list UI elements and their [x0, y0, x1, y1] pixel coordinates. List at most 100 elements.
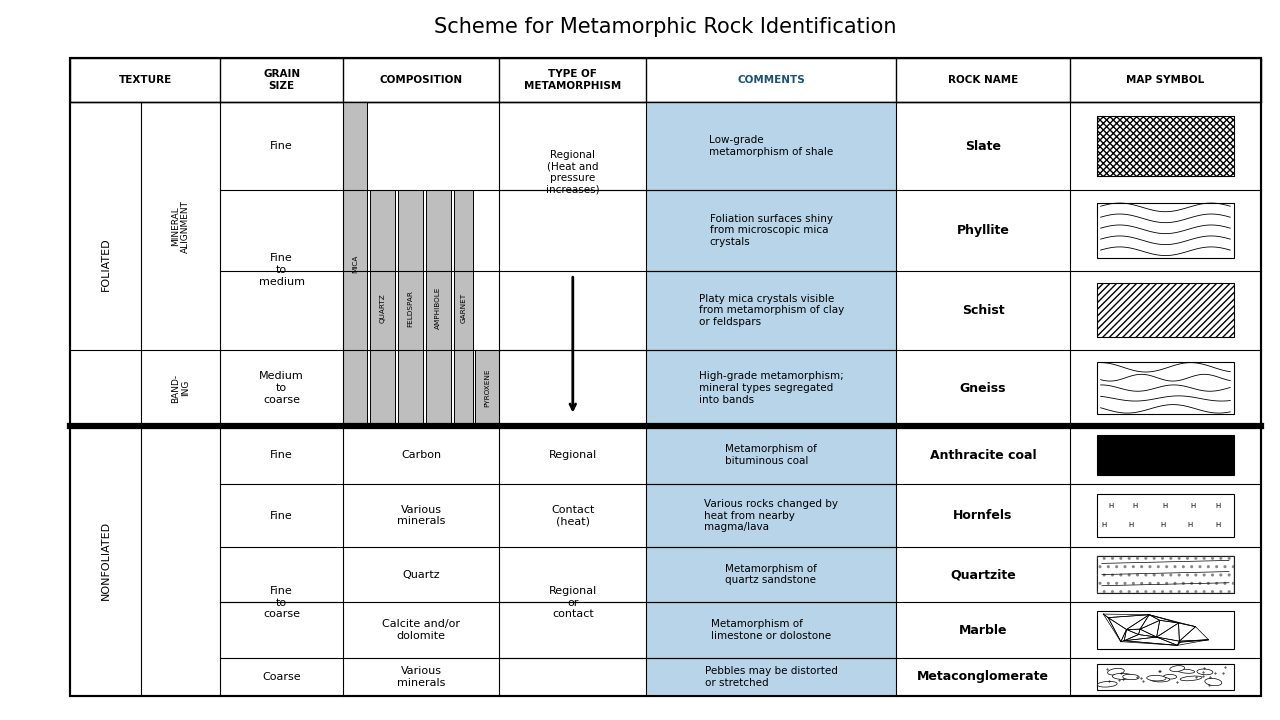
Bar	[1097, 664, 1234, 690]
Text: Pebbles may be distorted
or stretched: Pebbles may be distorted or stretched	[705, 666, 837, 688]
Text: Marble: Marble	[959, 624, 1007, 636]
Bar	[646, 350, 896, 426]
Bar	[1097, 556, 1234, 593]
Text: Low-grade
metamorphism of shale: Low-grade metamorphism of shale	[709, 135, 833, 157]
Text: H: H	[1129, 522, 1134, 528]
Text: FELDSPAR: FELDSPAR	[407, 289, 413, 327]
Text: Metamorphism of
quartz sandstone: Metamorphism of quartz sandstone	[726, 564, 817, 585]
Bar	[646, 658, 896, 696]
Text: Platy mica crystals visible
from metamorphism of clay
or feldspars: Platy mica crystals visible from metamor…	[699, 294, 844, 327]
Bar	[1097, 203, 1234, 258]
Text: ROCK NAME: ROCK NAME	[948, 75, 1018, 85]
Bar	[1097, 117, 1234, 176]
Text: BAND-
ING: BAND- ING	[170, 374, 191, 402]
Text: H: H	[1160, 522, 1165, 528]
Text: Regional
or
contact: Regional or contact	[549, 586, 596, 619]
Text: Regional: Regional	[549, 450, 596, 460]
Text: Gneiss: Gneiss	[960, 382, 1006, 395]
Bar	[646, 426, 896, 484]
Text: Contact
(heat): Contact (heat)	[552, 505, 594, 526]
Text: FOLIATED: FOLIATED	[101, 238, 110, 291]
Text: H: H	[1215, 522, 1220, 528]
Text: Medium
to
coarse: Medium to coarse	[260, 372, 303, 405]
Text: Metamorphism of
bituminous coal: Metamorphism of bituminous coal	[726, 444, 817, 466]
Text: Fine
to
medium: Fine to medium	[259, 253, 305, 287]
Text: H: H	[1188, 522, 1193, 528]
Bar	[646, 602, 896, 658]
Text: Various rocks changed by
heat from nearby
magma/lava: Various rocks changed by heat from nearb…	[704, 499, 838, 532]
Ellipse shape	[1147, 675, 1166, 681]
Text: MINERAL
ALIGNMENT: MINERAL ALIGNMENT	[170, 199, 191, 253]
Text: TYPE OF
METAMORPHISM: TYPE OF METAMORPHISM	[525, 69, 621, 91]
Bar	[1097, 494, 1234, 537]
Text: High-grade metamorphism;
mineral types segregated
into bands: High-grade metamorphism; mineral types s…	[699, 372, 844, 405]
Ellipse shape	[1151, 677, 1170, 682]
Bar	[475, 350, 499, 426]
Ellipse shape	[1097, 681, 1117, 687]
Text: Quartzite: Quartzite	[950, 568, 1016, 581]
Text: Carbon: Carbon	[401, 450, 442, 460]
Text: Schist: Schist	[961, 304, 1005, 317]
Text: Calcite and/or
dolomite: Calcite and/or dolomite	[383, 619, 460, 641]
Bar	[1097, 362, 1234, 414]
Text: H: H	[1190, 503, 1196, 509]
Text: Coarse: Coarse	[262, 672, 301, 682]
Bar	[426, 190, 451, 426]
Bar	[70, 58, 1261, 696]
Text: H: H	[1108, 503, 1114, 509]
Ellipse shape	[1123, 675, 1139, 680]
Text: MICA: MICA	[352, 255, 358, 274]
Text: TEXTURE: TEXTURE	[119, 75, 172, 85]
Bar	[70, 58, 1261, 102]
Text: NONFOLIATED: NONFOLIATED	[101, 521, 110, 600]
Ellipse shape	[1164, 675, 1176, 679]
Text: Quartz: Quartz	[402, 570, 440, 580]
Text: QUARTZ: QUARTZ	[379, 293, 385, 323]
Text: Foliation surfaces shiny
from microscopic mica
crystals: Foliation surfaces shiny from microscopi…	[709, 214, 833, 247]
Text: H: H	[1133, 503, 1138, 509]
Ellipse shape	[1107, 668, 1124, 675]
Text: Phyllite: Phyllite	[956, 224, 1010, 237]
Text: Regional
(Heat and
pressure
increases): Regional (Heat and pressure increases)	[547, 150, 599, 194]
Bar	[370, 190, 394, 426]
Text: PYROXENE: PYROXENE	[484, 369, 490, 408]
Bar	[646, 484, 896, 547]
Bar	[343, 102, 367, 426]
Text: Fine: Fine	[270, 141, 293, 151]
Text: GRAIN
SIZE: GRAIN SIZE	[262, 69, 301, 91]
Bar	[646, 102, 896, 190]
Bar	[1097, 556, 1234, 593]
Text: COMMENTS: COMMENTS	[737, 75, 805, 85]
Ellipse shape	[1178, 669, 1194, 673]
Text: GARNET: GARNET	[461, 293, 466, 323]
Ellipse shape	[1204, 678, 1222, 685]
Ellipse shape	[1180, 676, 1202, 680]
Text: H: H	[1162, 503, 1169, 509]
Text: Fine: Fine	[270, 510, 293, 521]
Ellipse shape	[1197, 669, 1213, 675]
Text: Metamorphism of
limestone or dolostone: Metamorphism of limestone or dolostone	[712, 619, 831, 641]
Bar	[1097, 611, 1234, 649]
Text: Scheme for Metamorphic Rock Identification: Scheme for Metamorphic Rock Identificati…	[434, 17, 897, 37]
Text: Metaconglomerate: Metaconglomerate	[916, 670, 1050, 683]
Bar	[1097, 117, 1234, 176]
Text: Fine: Fine	[270, 450, 293, 460]
Text: H: H	[1215, 503, 1220, 509]
Bar	[646, 190, 896, 271]
Bar	[1097, 436, 1234, 474]
Text: H: H	[1101, 522, 1106, 528]
Text: Slate: Slate	[965, 140, 1001, 153]
Text: AMPHIBOLE: AMPHIBOLE	[435, 287, 442, 329]
Text: COMPOSITION: COMPOSITION	[380, 75, 462, 85]
Text: Various
minerals: Various minerals	[397, 666, 445, 688]
Ellipse shape	[1112, 673, 1133, 680]
Ellipse shape	[1170, 666, 1184, 672]
Bar	[70, 58, 1261, 696]
Text: Hornfels: Hornfels	[954, 509, 1012, 522]
Text: Fine
to
coarse: Fine to coarse	[264, 586, 300, 619]
Bar	[1097, 284, 1234, 337]
Bar	[646, 271, 896, 350]
Bar	[646, 547, 896, 602]
Text: Various
minerals: Various minerals	[397, 505, 445, 526]
Bar	[398, 190, 422, 426]
